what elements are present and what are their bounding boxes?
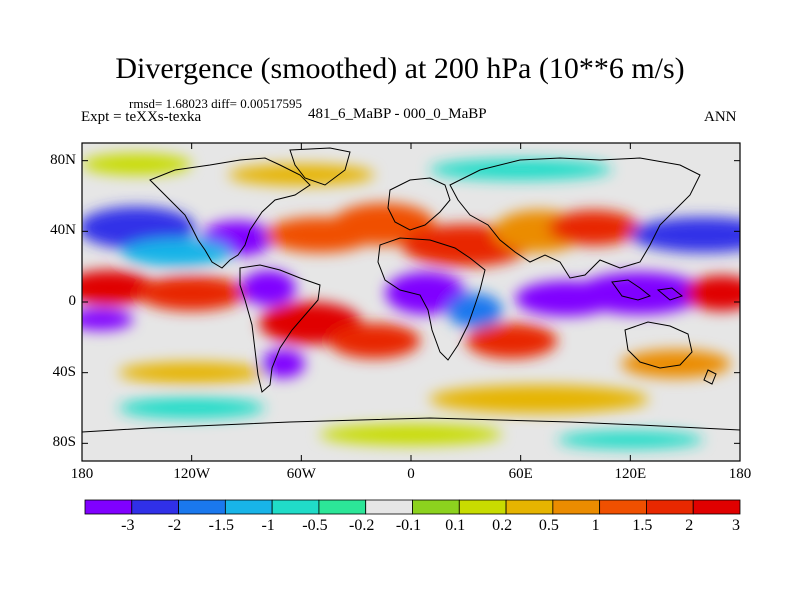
colorbar-swatch [271, 499, 320, 515]
colorbar-swatch [84, 499, 133, 515]
field-blob [548, 210, 640, 246]
lon-tick-label: 180 [70, 466, 94, 482]
colorbar-swatch [365, 499, 413, 515]
colorbar-swatch [505, 499, 554, 515]
colorbar-label: -1 [261, 517, 275, 534]
colorbar-label: -0.5 [302, 517, 328, 534]
lat-tick-label: 80S [52, 434, 76, 451]
lat-tick-label: 80N [50, 151, 76, 168]
colorbar-label: 2 [685, 517, 694, 534]
field-blob [82, 206, 196, 249]
field-blob [621, 349, 731, 378]
colorbar-swatch [646, 499, 694, 515]
field-blob [136, 275, 247, 311]
colorbar-swatch [224, 499, 273, 515]
colorbar-label: -1.5 [208, 517, 234, 534]
colorbar-swatch [552, 499, 601, 515]
field-blob [429, 158, 613, 181]
divergence-field [82, 153, 740, 449]
coastlines [82, 147, 740, 433]
chart-subtitle: 481_6_MaBP - 000_0_MaBP [308, 106, 487, 122]
field-blob [630, 217, 740, 253]
field-blob [429, 385, 649, 414]
lon-tick-label: 180 [728, 466, 752, 482]
lon-tick-label: 120E [614, 466, 647, 482]
axis-ticks [81, 143, 741, 461]
colorbar-label: 1.5 [632, 517, 653, 534]
field-blob [332, 203, 435, 246]
field-blob [465, 323, 558, 359]
colorbar-swatch [692, 499, 741, 515]
lat-tick-label: 0 [68, 293, 77, 309]
field-blob [575, 271, 704, 315]
colorbar-swatch [178, 499, 226, 515]
season-label: ANN [704, 109, 737, 125]
colorbar-swatch [412, 499, 460, 515]
colorbar-label: 1 [591, 517, 600, 534]
field-blob [82, 270, 156, 306]
colorbar-swatch [599, 499, 647, 515]
lat-tick-label: 40N [50, 222, 76, 239]
lon-tick-label: 60W [286, 466, 316, 482]
colorbar-swatch [458, 499, 507, 515]
field-blob [241, 270, 296, 306]
lon-tick-label: 120W [173, 466, 210, 482]
field-blob [328, 323, 421, 359]
field-blob [228, 164, 375, 186]
colorbar-label: 0.5 [538, 517, 559, 534]
lat-tick-label: 40S [52, 363, 76, 380]
field-blob [261, 349, 305, 378]
colorbar [84, 499, 741, 515]
colorbar-label: -2 [167, 517, 182, 534]
field-blob [118, 362, 265, 384]
field-blob [82, 309, 134, 331]
colorbar-swatch [318, 499, 367, 515]
field-blob [118, 397, 265, 419]
experiment-label: Expt = teXXs-texka [81, 109, 202, 125]
colorbar-label: -0.2 [349, 517, 375, 534]
field-blob [122, 238, 232, 267]
field-blob [319, 423, 503, 446]
colorbar-label: 3 [732, 517, 740, 534]
field-blob [557, 430, 704, 449]
field-blob [82, 153, 192, 175]
field-blob [447, 293, 503, 329]
colorbar-swatch [131, 499, 179, 515]
stats-text: rmsd= 1.68023 diff= 0.00517595 [129, 96, 302, 111]
lon-tick-label: 0 [407, 466, 415, 482]
colorbar-label: -0.1 [395, 517, 422, 534]
field-blob [685, 275, 740, 311]
colorbar-label: 0.1 [445, 517, 466, 534]
field-blob [385, 271, 466, 315]
chart-title: Divergence (smoothed) at 200 hPa (10**6 … [115, 52, 685, 85]
colorbar-label: -3 [121, 517, 135, 534]
colorbar-label: 0.2 [492, 517, 513, 534]
lon-tick-label: 60E [508, 466, 533, 482]
